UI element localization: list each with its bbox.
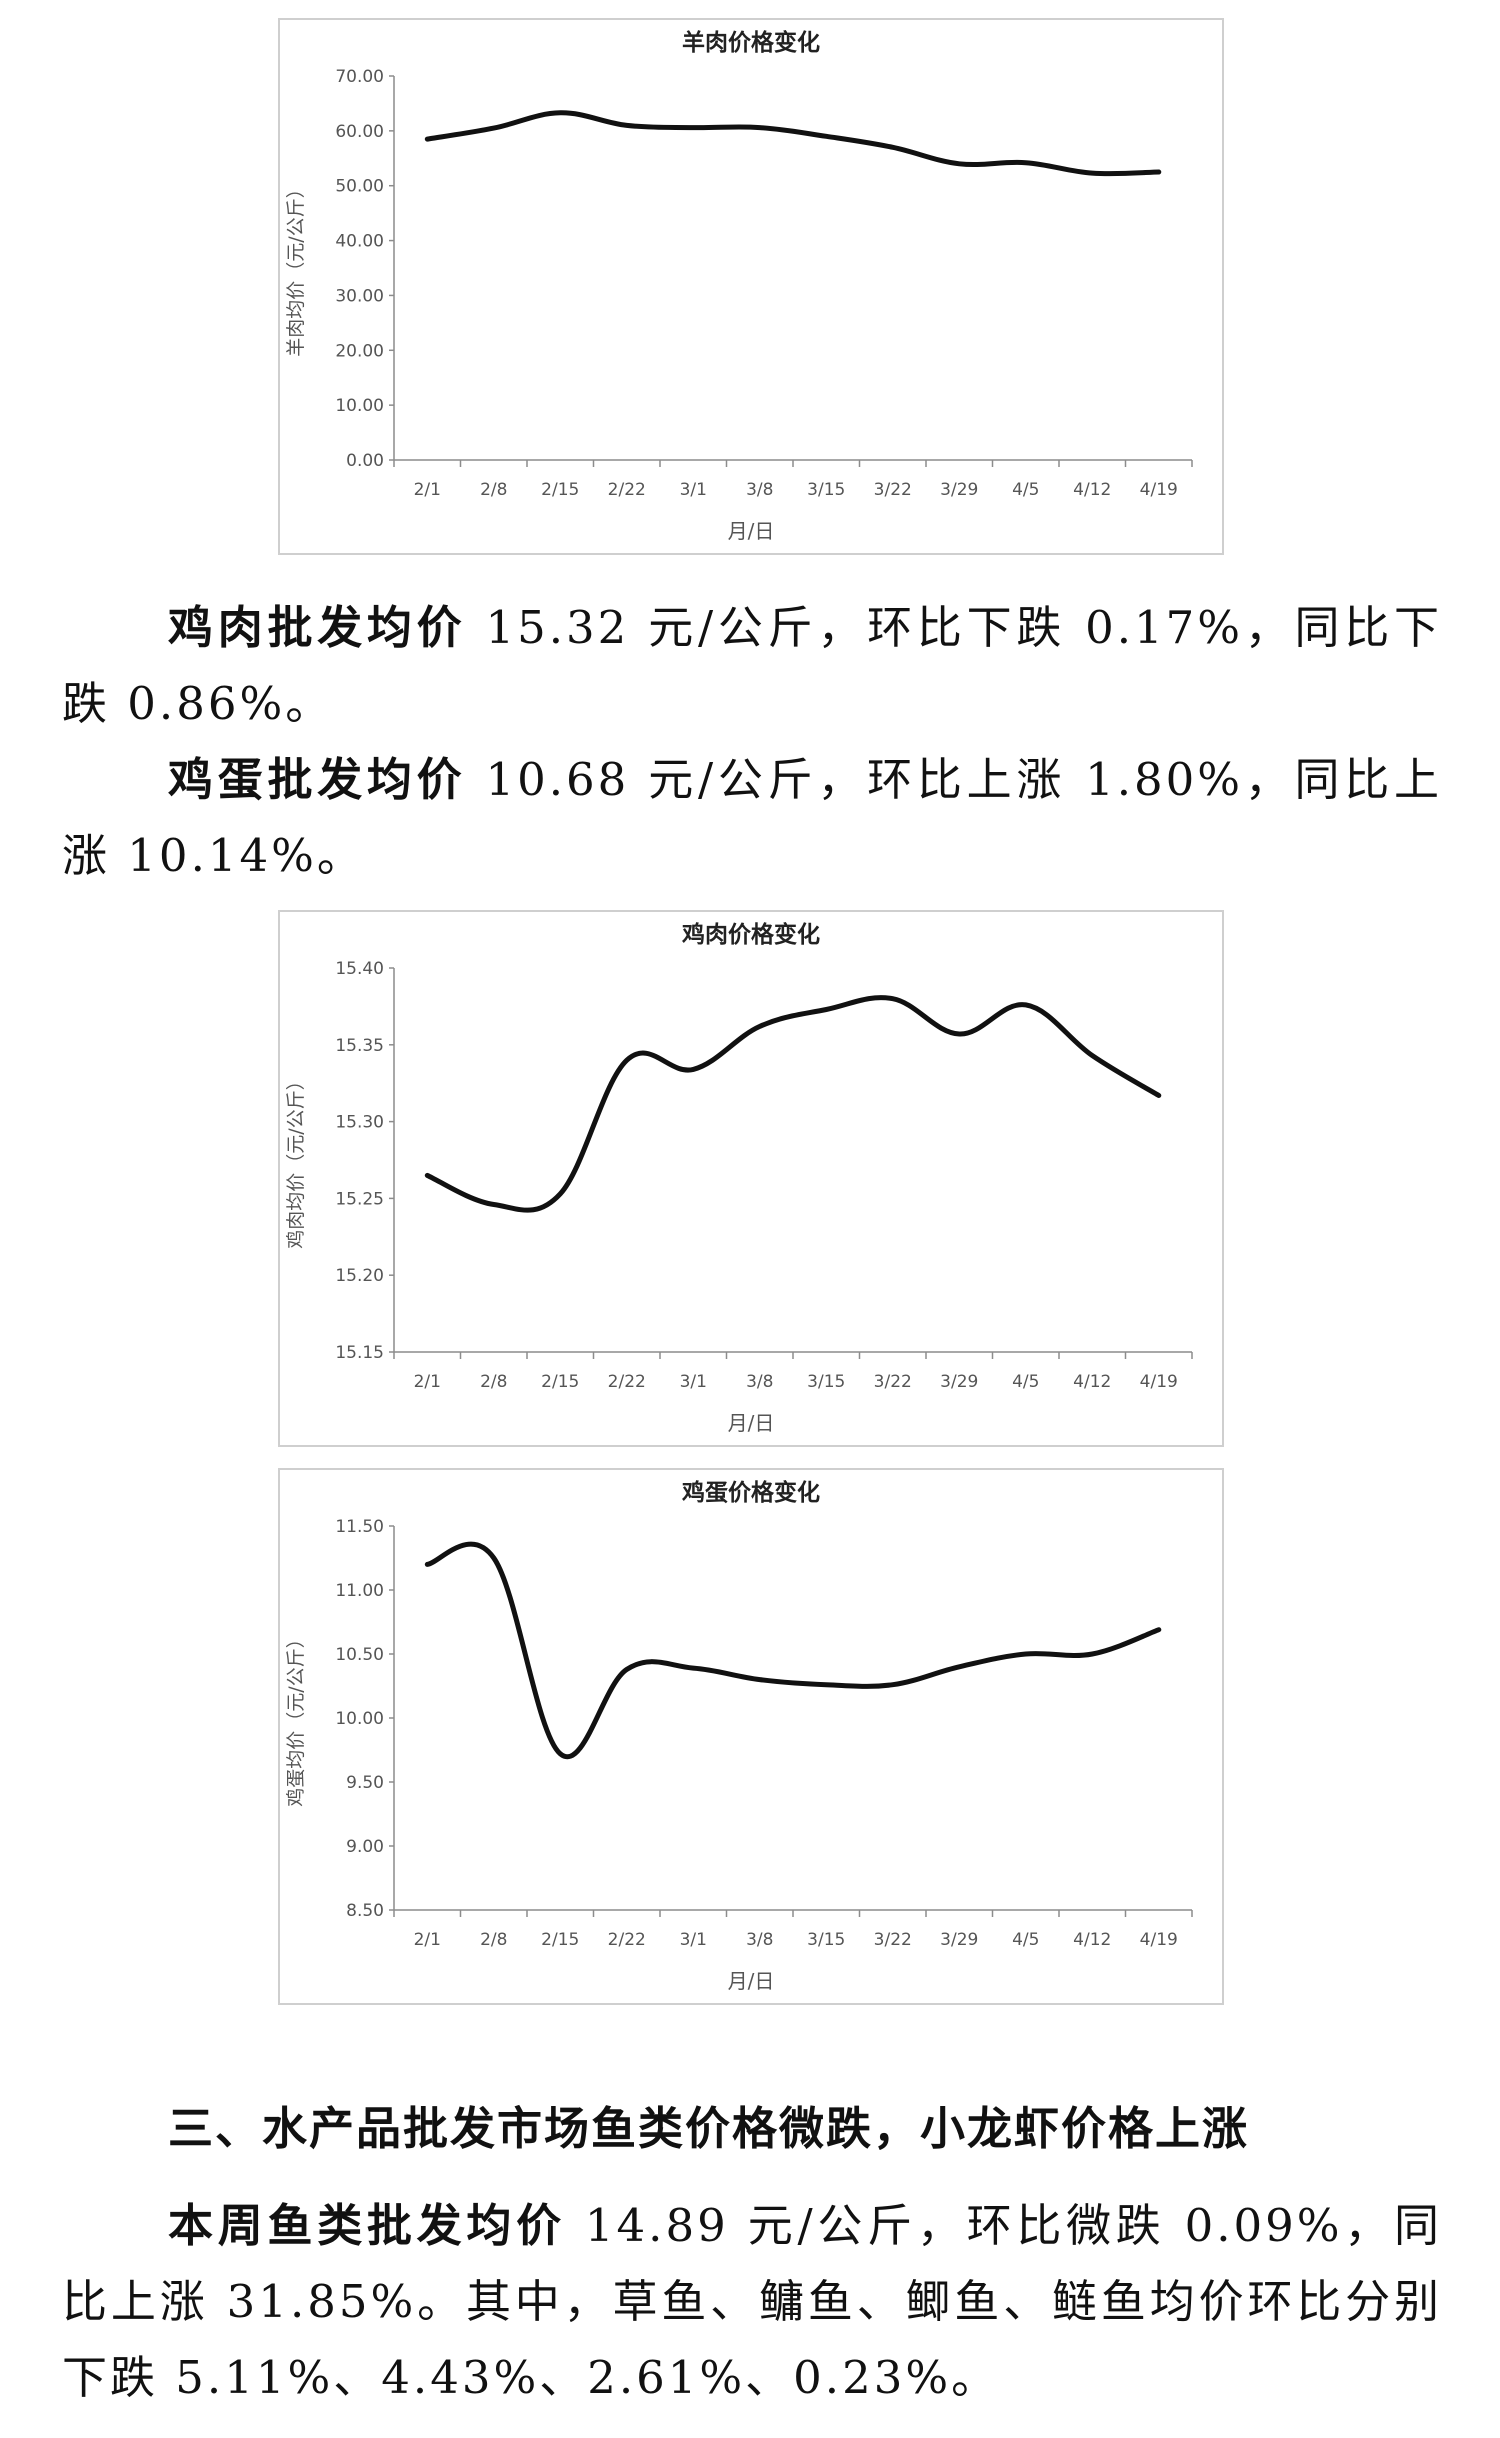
chicken-chart-svg: 鸡肉价格变化 15.15 15.20 15.25 15.30 15.35 15.40 2/1 2… bbox=[285, 921, 1193, 1435]
x-tick-label: 2/8 bbox=[480, 480, 507, 500]
chicken-price-chart: 鸡肉价格变化 15.15 15.20 15.25 15.30 15.35 15.40 2/1 2… bbox=[278, 910, 1224, 1447]
x-tick-label: 3/15 bbox=[807, 1372, 845, 1392]
x-axis-title: 月/日 bbox=[728, 1411, 775, 1435]
x-tick-label: 2/1 bbox=[414, 1930, 441, 1950]
y-tick-label: 15.15 bbox=[335, 1343, 384, 1363]
y-tick-label: 0.00 bbox=[346, 451, 384, 471]
chicken-price-body: 15.32 元/公斤，环比下跌 0.17%，同比下跌 0.86%。 bbox=[62, 601, 1442, 730]
y-tick-label: 50.00 bbox=[335, 177, 384, 197]
y-tick-label: 60.00 bbox=[335, 122, 384, 142]
x-axis-title: 月/日 bbox=[728, 1969, 775, 1993]
chart-title: 鸡肉价格变化 bbox=[681, 921, 820, 948]
y-tick-label: 20.00 bbox=[335, 341, 384, 361]
chicken-price-lead: 鸡肉批发均价 bbox=[168, 601, 467, 654]
x-tick-label: 3/8 bbox=[746, 480, 773, 500]
egg-chart-svg: 鸡蛋价格变化 8.50 9.00 9.50 10.00 10.50 11.00 11.50 2/… bbox=[285, 1479, 1193, 1993]
chart-title: 鸡蛋价格变化 bbox=[681, 1479, 820, 1506]
x-tick-label: 2/15 bbox=[541, 1930, 579, 1950]
x-tick-label: 4/19 bbox=[1140, 480, 1178, 500]
x-tick-label: 4/5 bbox=[1012, 1930, 1039, 1950]
egg-price-lead: 鸡蛋批发均价 bbox=[168, 753, 467, 806]
y-tick-label: 70.00 bbox=[335, 67, 384, 87]
fish-price-paragraph: 本周鱼类批发均价 14.89 元/公斤，环比微跌 0.09%，同比上涨 31.8… bbox=[62, 2188, 1442, 2416]
x-tick-label: 4/12 bbox=[1073, 480, 1111, 500]
y-tick-label: 11.50 bbox=[335, 1517, 384, 1537]
x-tick-label: 2/22 bbox=[608, 1930, 646, 1950]
x-tick-label: 3/1 bbox=[680, 1372, 707, 1392]
x-tick-label: 2/15 bbox=[541, 480, 579, 500]
x-tick-label: 4/5 bbox=[1012, 480, 1039, 500]
x-tick-label: 2/8 bbox=[480, 1372, 507, 1392]
y-tick-label: 15.20 bbox=[335, 1266, 384, 1286]
y-tick-label: 15.35 bbox=[335, 1036, 384, 1056]
x-tick-label: 2/1 bbox=[414, 1372, 441, 1392]
y-tick-label: 10.00 bbox=[335, 396, 384, 416]
section-heading-aquatic: 三、水产品批发市场鱼类价格微跌，小龙虾价格上涨 bbox=[168, 2102, 1250, 2155]
chicken-price-paragraph: 鸡肉批发均价 15.32 元/公斤，环比下跌 0.17%，同比下跌 0.86%。 bbox=[62, 590, 1442, 742]
series-line bbox=[424, 110, 1162, 177]
y-tick-label: 15.25 bbox=[335, 1189, 384, 1209]
chart-title: 羊肉价格变化 bbox=[682, 29, 820, 56]
x-tick-label: 2/15 bbox=[541, 1372, 579, 1392]
x-tick-label: 4/5 bbox=[1012, 1372, 1039, 1392]
egg-price-body: 10.68 元/公斤，环比上涨 1.80%，同比上涨 10.14%。 bbox=[62, 753, 1442, 882]
fish-price-body: 14.89 元/公斤，环比微跌 0.09%，同比上涨 31.85%。其中，草鱼、… bbox=[62, 2199, 1442, 2404]
x-tick-label: 3/29 bbox=[940, 480, 978, 500]
y-tick-label: 9.50 bbox=[346, 1773, 384, 1793]
y-tick-label: 9.00 bbox=[346, 1837, 384, 1857]
y-tick-label: 11.00 bbox=[335, 1581, 384, 1601]
x-tick-label: 3/15 bbox=[807, 480, 845, 500]
x-tick-label: 3/8 bbox=[746, 1930, 773, 1950]
x-tick-label: 4/12 bbox=[1073, 1372, 1111, 1392]
x-tick-label: 4/12 bbox=[1073, 1930, 1111, 1950]
x-tick-label: 2/22 bbox=[608, 1372, 646, 1392]
y-axis-title: 羊肉均价（元/公斤） bbox=[285, 179, 307, 356]
y-tick-label: 15.30 bbox=[335, 1113, 384, 1133]
y-tick-label: 30.00 bbox=[335, 286, 384, 306]
y-axis-title: 鸡肉均价（元/公斤） bbox=[285, 1071, 307, 1248]
x-tick-label: 3/29 bbox=[940, 1930, 978, 1950]
x-axis-title: 月/日 bbox=[728, 519, 775, 543]
y-tick-label: 8.50 bbox=[346, 1901, 384, 1921]
series-line bbox=[424, 1541, 1162, 1760]
y-tick-label: 15.40 bbox=[335, 959, 384, 979]
x-tick-label: 2/1 bbox=[414, 480, 441, 500]
x-tick-label: 3/8 bbox=[746, 1372, 773, 1392]
x-tick-label: 3/22 bbox=[874, 1372, 912, 1392]
y-axis-title: 鸡蛋均价（元/公斤） bbox=[285, 1629, 307, 1806]
x-tick-label: 4/19 bbox=[1140, 1930, 1178, 1950]
x-tick-label: 2/22 bbox=[608, 480, 646, 500]
egg-price-paragraph: 鸡蛋批发均价 10.68 元/公斤，环比上涨 1.80%，同比上涨 10.14%… bbox=[62, 742, 1442, 894]
x-tick-label: 3/22 bbox=[874, 480, 912, 500]
x-tick-label: 3/15 bbox=[807, 1930, 845, 1950]
fish-price-lead: 本周鱼类批发均价 bbox=[168, 2199, 566, 2252]
x-tick-label: 4/19 bbox=[1140, 1372, 1178, 1392]
mutton-chart-svg: 羊肉价格变化 0.00 10.00 20.00 30.00 40.00 50.00 60.00… bbox=[285, 29, 1193, 543]
x-tick-label: 3/22 bbox=[874, 1930, 912, 1950]
y-tick-label: 40.00 bbox=[335, 232, 384, 252]
mutton-price-chart: 羊肉价格变化 0.00 10.00 20.00 30.00 40.00 50.00 60.00… bbox=[278, 18, 1224, 555]
x-tick-label: 2/8 bbox=[480, 1930, 507, 1950]
x-tick-label: 3/1 bbox=[680, 480, 707, 500]
y-tick-label: 10.00 bbox=[335, 1709, 384, 1729]
series-line bbox=[424, 995, 1162, 1213]
x-tick-label: 3/1 bbox=[680, 1930, 707, 1950]
y-tick-label: 10.50 bbox=[335, 1645, 384, 1665]
egg-price-chart: 鸡蛋价格变化 8.50 9.00 9.50 10.00 10.50 11.00 11.50 2/… bbox=[278, 1468, 1224, 2005]
x-tick-label: 3/29 bbox=[940, 1372, 978, 1392]
